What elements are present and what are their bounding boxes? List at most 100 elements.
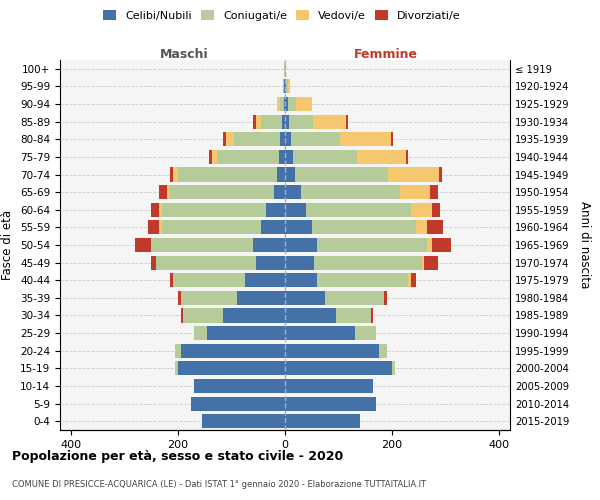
Bar	[384, 291, 387, 305]
Bar	[277, 168, 285, 181]
Bar	[135, 238, 151, 252]
Bar	[157, 256, 256, 270]
Bar	[346, 114, 348, 128]
Bar	[325, 291, 384, 305]
Bar	[292, 132, 340, 146]
Bar	[183, 308, 223, 322]
Bar	[388, 168, 439, 181]
Bar	[212, 150, 217, 164]
Bar	[287, 97, 296, 111]
Bar	[285, 396, 376, 410]
Bar	[283, 80, 284, 94]
Bar	[178, 362, 285, 376]
Bar	[173, 168, 178, 181]
Bar	[285, 150, 293, 164]
Bar	[162, 220, 261, 234]
Bar	[191, 396, 285, 410]
Bar	[170, 168, 173, 181]
Bar	[280, 132, 285, 146]
Bar	[293, 150, 358, 164]
Bar	[285, 114, 289, 128]
Bar	[237, 291, 285, 305]
Bar	[317, 273, 408, 287]
Text: Popolazione per età, sesso e stato civile - 2020: Popolazione per età, sesso e stato civil…	[12, 450, 343, 463]
Bar	[289, 114, 313, 128]
Bar	[285, 291, 325, 305]
Bar	[400, 185, 430, 199]
Bar	[151, 238, 253, 252]
Bar	[285, 185, 301, 199]
Bar	[295, 168, 388, 181]
Bar	[285, 168, 295, 181]
Bar	[261, 114, 283, 128]
Bar	[285, 414, 360, 428]
Bar	[358, 150, 406, 164]
Bar	[170, 185, 274, 199]
Bar	[439, 168, 442, 181]
Bar	[427, 220, 443, 234]
Bar	[261, 220, 285, 234]
Bar	[427, 238, 433, 252]
Bar	[209, 150, 212, 164]
Bar	[175, 362, 178, 376]
Bar	[285, 326, 355, 340]
Bar	[408, 273, 411, 287]
Text: COMUNE DI PRESICCE-ACQUARICA (LE) - Dati ISTAT 1° gennaio 2020 - Elaborazione TU: COMUNE DI PRESICCE-ACQUARICA (LE) - Dati…	[12, 480, 426, 489]
Bar	[287, 80, 290, 94]
Text: Femmine: Femmine	[354, 48, 418, 61]
Bar	[430, 185, 437, 199]
Bar	[285, 80, 286, 94]
Bar	[178, 168, 277, 181]
Bar	[167, 185, 170, 199]
Bar	[178, 291, 181, 305]
Bar	[278, 150, 285, 164]
Bar	[181, 291, 237, 305]
Bar	[411, 202, 433, 217]
Bar	[151, 256, 157, 270]
Bar	[307, 202, 411, 217]
Bar	[285, 344, 379, 358]
Bar	[170, 273, 173, 287]
Bar	[422, 256, 424, 270]
Bar	[296, 97, 312, 111]
Bar	[226, 132, 234, 146]
Bar	[285, 132, 292, 146]
Bar	[285, 97, 287, 111]
Bar	[340, 132, 391, 146]
Bar	[159, 202, 162, 217]
Bar	[285, 202, 307, 217]
Y-axis label: Anni di nascita: Anni di nascita	[578, 202, 591, 288]
Bar	[312, 220, 416, 234]
Bar	[173, 273, 245, 287]
Bar	[202, 414, 285, 428]
Bar	[406, 150, 408, 164]
Bar	[175, 344, 181, 358]
Bar	[285, 362, 392, 376]
Bar	[253, 238, 285, 252]
Bar	[253, 114, 256, 128]
Bar	[285, 256, 314, 270]
Bar	[181, 308, 183, 322]
Bar	[194, 326, 208, 340]
Bar	[301, 185, 400, 199]
Bar	[285, 379, 373, 393]
Bar	[283, 114, 285, 128]
Bar	[159, 220, 162, 234]
Bar	[194, 379, 285, 393]
Bar	[313, 114, 346, 128]
Bar	[411, 273, 416, 287]
Bar	[391, 132, 393, 146]
Bar	[181, 344, 285, 358]
Y-axis label: Fasce di età: Fasce di età	[1, 210, 14, 280]
Bar	[424, 256, 437, 270]
Bar	[285, 273, 317, 287]
Bar	[286, 80, 287, 94]
Bar	[379, 344, 387, 358]
Bar	[280, 97, 284, 111]
Bar	[285, 238, 317, 252]
Bar	[217, 150, 278, 164]
Bar	[234, 132, 280, 146]
Bar	[392, 362, 395, 376]
Bar	[274, 185, 285, 199]
Bar	[433, 238, 451, 252]
